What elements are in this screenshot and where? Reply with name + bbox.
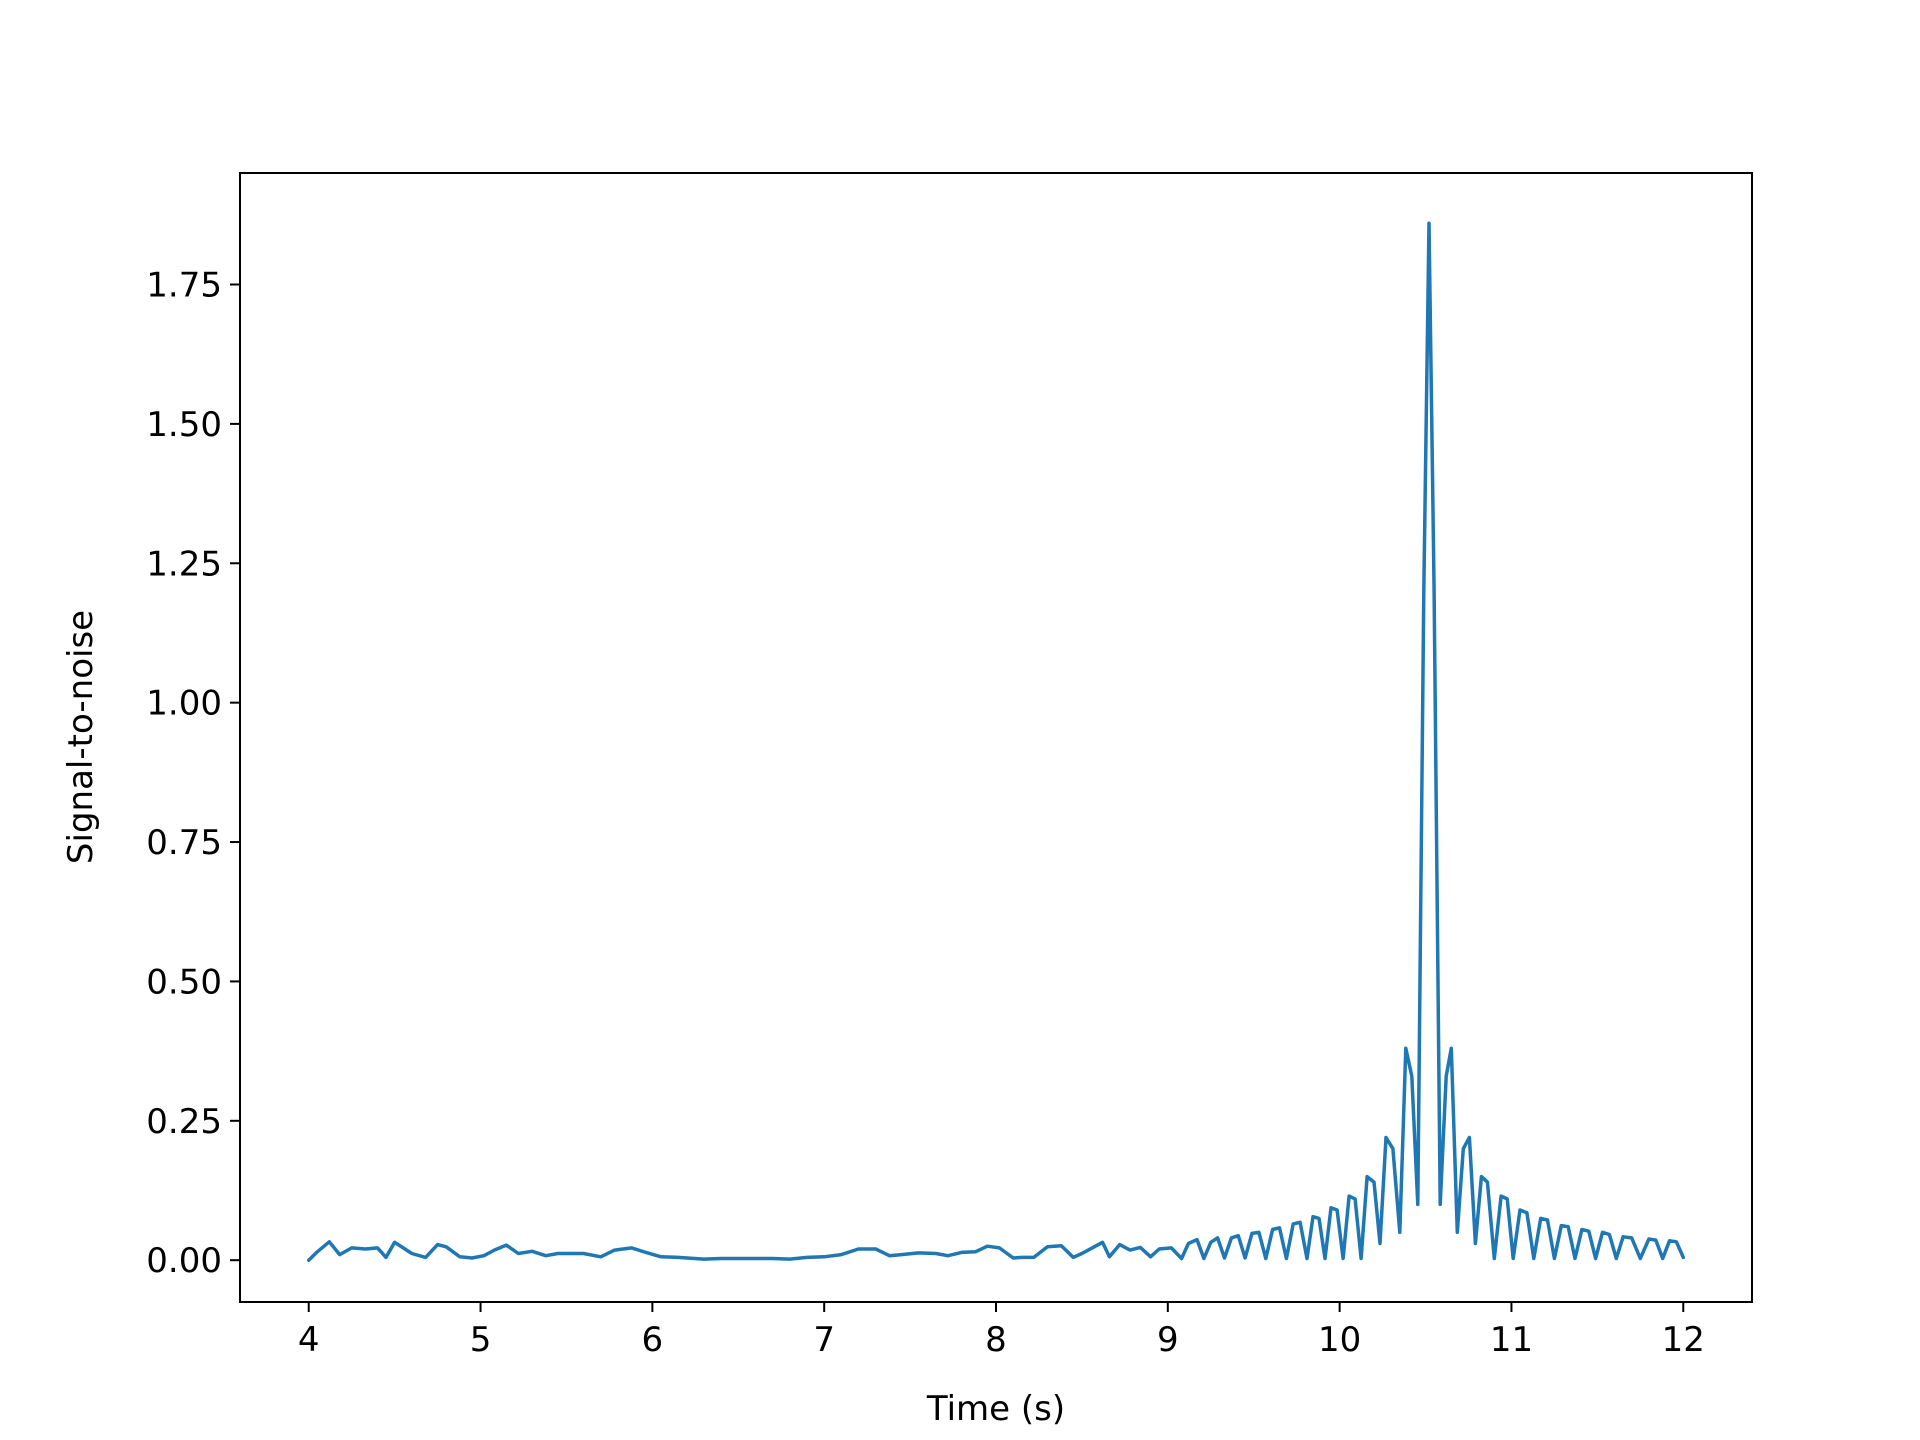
y-tick-label: 0.50 — [146, 962, 222, 1002]
y-axis: 0.00 0.25 0.50 0.75 1.00 1.25 1.50 1.75 — [146, 266, 240, 1281]
x-tick-label: 12 — [1662, 1320, 1705, 1360]
y-tick-label: 1.00 — [146, 684, 222, 724]
y-axis-label: Signal-to-noise — [61, 610, 101, 864]
y-tick-label: 1.75 — [146, 266, 222, 306]
x-tick-label: 10 — [1318, 1320, 1361, 1360]
x-tick-label: 7 — [813, 1320, 835, 1360]
x-axis: 4 5 6 7 8 9 10 11 12 — [298, 1302, 1705, 1360]
x-tick-label: 4 — [298, 1320, 320, 1360]
x-tick-label: 8 — [985, 1320, 1007, 1360]
series-line-0 — [306, 221, 1686, 1262]
x-tick-label: 6 — [642, 1320, 664, 1360]
plot-area — [306, 221, 1686, 1262]
x-tick-label: 9 — [1157, 1320, 1179, 1360]
x-tick-label: 5 — [470, 1320, 492, 1360]
x-axis-label: Time (s) — [926, 1389, 1065, 1429]
x-tick-label: 11 — [1490, 1320, 1533, 1360]
y-tick-label: 0.00 — [146, 1241, 222, 1281]
y-tick-label: 0.25 — [146, 1102, 222, 1142]
y-tick-label: 0.75 — [146, 823, 222, 863]
y-tick-label: 1.50 — [146, 405, 222, 445]
y-tick-label: 1.25 — [146, 544, 222, 584]
